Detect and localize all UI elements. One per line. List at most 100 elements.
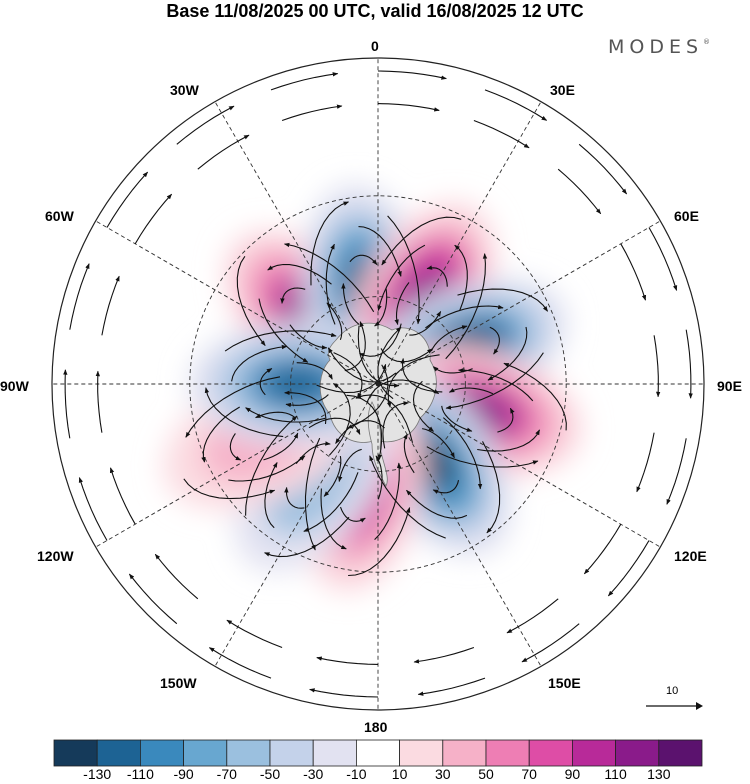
streamline	[445, 253, 488, 360]
streamline	[409, 311, 442, 336]
lon-label-90e: 90E	[717, 378, 742, 394]
colorbar-swatch	[140, 739, 185, 767]
streamline	[412, 380, 434, 432]
streamline	[224, 330, 337, 352]
colorbar-swatch	[572, 739, 617, 767]
colorbar-swatch	[96, 739, 141, 767]
streamline	[374, 462, 402, 540]
streamline	[458, 368, 534, 402]
streamline	[208, 647, 272, 679]
streamline	[382, 401, 409, 449]
streamline	[259, 368, 273, 396]
streamline	[284, 390, 327, 425]
meridian-line	[95, 220, 374, 382]
lon-label-90w: 90W	[0, 378, 29, 394]
streamline	[521, 623, 580, 663]
wind-streamlines	[63, 70, 693, 698]
latitude-circle	[290, 296, 466, 472]
streamline	[366, 379, 440, 403]
lon-label-180: 180	[364, 719, 388, 735]
colorbar-tick-label: 30	[435, 766, 451, 782]
streamline	[482, 441, 501, 534]
streamline	[394, 282, 410, 326]
streamline	[357, 325, 400, 388]
streamline	[325, 243, 336, 325]
streamline	[432, 479, 460, 494]
streamline	[454, 244, 468, 311]
streamline	[441, 405, 473, 432]
streamline	[109, 467, 136, 525]
meridian-line	[214, 388, 376, 667]
streamline	[95, 370, 103, 433]
colorbar-swatch	[528, 739, 573, 767]
streamline	[685, 329, 693, 399]
streamline	[425, 304, 504, 329]
streamline	[426, 265, 448, 287]
streamline	[442, 417, 483, 490]
map-disk	[52, 58, 704, 710]
streamline	[374, 288, 388, 327]
streamline	[457, 288, 549, 312]
streamline	[78, 477, 108, 541]
streamline	[381, 216, 462, 266]
streamline	[267, 263, 332, 285]
streamline	[377, 103, 440, 112]
streamline	[226, 619, 283, 649]
colorbar-swatch	[485, 739, 530, 767]
streamline	[506, 598, 559, 634]
streamline	[326, 302, 343, 340]
streamline	[497, 407, 515, 433]
map-border	[51, 57, 705, 711]
streamline	[69, 263, 90, 330]
streamline	[484, 89, 548, 121]
colorbar-swatch	[399, 739, 444, 767]
streamline	[489, 326, 500, 355]
streamline	[309, 688, 379, 698]
streamline	[377, 326, 402, 400]
streamline	[339, 506, 366, 523]
streamline	[201, 406, 240, 463]
colorbar-tick-label: 130	[647, 766, 671, 782]
streamline	[310, 201, 350, 286]
pole-marker	[375, 381, 381, 387]
streamline	[648, 227, 678, 291]
streamline	[204, 387, 284, 438]
streamline	[377, 244, 426, 312]
streamline	[270, 72, 339, 91]
reference-vector-label: 10	[666, 685, 679, 697]
streamline	[106, 171, 149, 228]
colorbar	[53, 739, 703, 767]
colorbar-tick-label: -130	[83, 766, 112, 782]
streamline	[375, 455, 383, 500]
logo-registered-mark: ®	[703, 38, 711, 46]
streamline	[448, 387, 494, 395]
streamline	[283, 242, 375, 313]
streamline	[369, 455, 446, 539]
streamline	[228, 455, 306, 482]
streamline	[333, 352, 363, 399]
streamline	[503, 362, 567, 431]
streamline	[426, 446, 539, 468]
streamline	[377, 70, 447, 80]
streamline	[328, 383, 351, 456]
streamline	[557, 168, 602, 215]
colorbar-tick-label: -110	[126, 766, 154, 782]
lon-label-30e: 30E	[550, 82, 575, 98]
streamline	[473, 119, 530, 149]
streamline	[281, 104, 343, 122]
streamline	[620, 243, 647, 301]
streamline	[229, 433, 242, 461]
lon-label-120w: 120W	[37, 548, 74, 564]
colorbar-swatch	[53, 739, 98, 767]
meridian-line	[380, 388, 542, 667]
streamline	[101, 275, 120, 336]
streamline	[430, 325, 468, 352]
streamline	[128, 573, 178, 625]
streamline	[303, 472, 359, 532]
colorbar-swatch	[269, 739, 314, 767]
streamline	[348, 507, 411, 577]
lon-label-0: 0	[371, 38, 379, 54]
streamline	[421, 428, 455, 459]
streamline	[316, 363, 387, 394]
map-title: Base 11/08/2025 00 UTC, valid 16/08/2025…	[166, 1, 584, 21]
